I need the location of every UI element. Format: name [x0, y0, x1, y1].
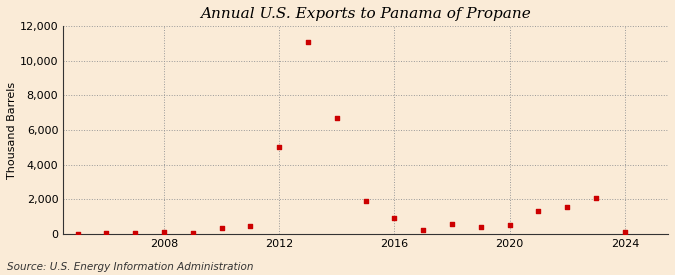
Point: [159, 230, 169, 235]
Y-axis label: Thousand Barrels: Thousand Barrels: [7, 82, 17, 179]
Point: [447, 221, 458, 226]
Point: [216, 226, 227, 230]
Point: [360, 199, 371, 203]
Point: [504, 223, 515, 227]
Point: [389, 216, 400, 221]
Point: [591, 196, 601, 201]
Point: [72, 232, 83, 236]
Point: [620, 230, 630, 234]
Point: [101, 231, 112, 235]
Text: Source: U.S. Energy Information Administration: Source: U.S. Energy Information Administ…: [7, 262, 253, 272]
Point: [302, 40, 313, 44]
Point: [130, 231, 140, 235]
Point: [475, 225, 486, 229]
Point: [562, 205, 572, 209]
Point: [331, 116, 342, 120]
Title: Annual U.S. Exports to Panama of Propane: Annual U.S. Exports to Panama of Propane: [200, 7, 531, 21]
Point: [245, 224, 256, 228]
Point: [188, 231, 198, 235]
Point: [418, 228, 429, 233]
Point: [274, 145, 285, 150]
Point: [533, 209, 544, 214]
